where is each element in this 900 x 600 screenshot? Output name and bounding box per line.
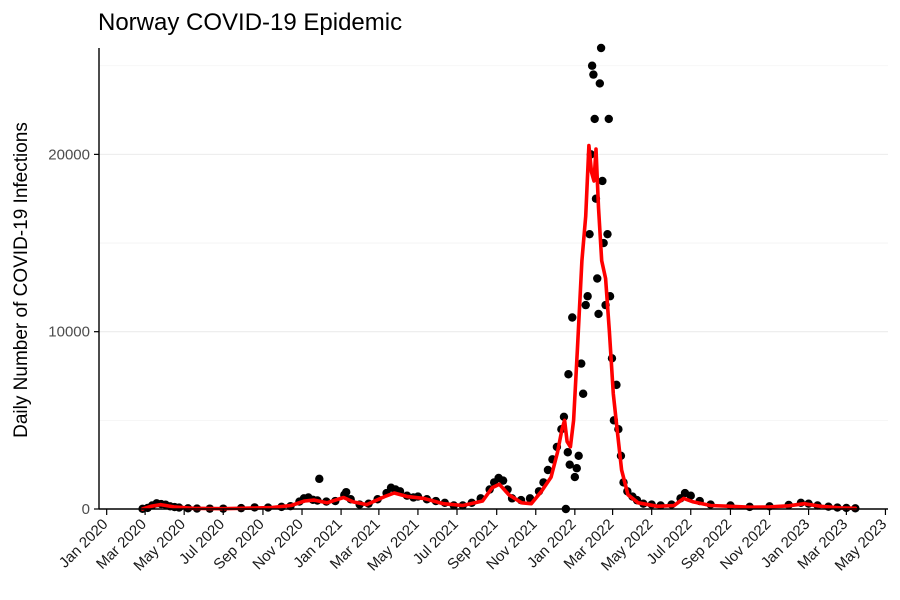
y-tick-label: 20000	[48, 146, 90, 163]
data-point	[543, 465, 553, 475]
data-point	[598, 176, 607, 186]
data-point	[596, 43, 606, 53]
data-point	[583, 292, 592, 301]
y-axis-label: Daily Number of COVID-19 Infections	[11, 122, 32, 438]
data-point	[595, 79, 605, 88]
data-point	[565, 460, 574, 469]
axes	[98, 48, 888, 510]
data-point	[593, 274, 602, 283]
data-point	[559, 412, 569, 421]
data-point	[686, 491, 695, 500]
data-point	[578, 389, 588, 398]
data-point	[574, 451, 583, 461]
data-point	[603, 229, 612, 239]
data-point	[594, 309, 603, 319]
data-point	[568, 313, 577, 322]
data-point	[604, 114, 613, 124]
data-point	[563, 448, 572, 457]
data-point	[498, 476, 508, 485]
data-point	[589, 70, 598, 79]
smooth-line	[140, 143, 858, 511]
y-tick-label: 10000	[48, 324, 90, 341]
data-point	[587, 61, 597, 70]
data-point	[564, 370, 573, 379]
data-point	[315, 474, 324, 484]
data-point	[342, 487, 351, 497]
data-point	[577, 359, 586, 368]
data-points	[138, 43, 860, 514]
chart-title: Norway COVID-19 Epidemic	[98, 9, 402, 36]
data-point	[585, 229, 594, 239]
data-point	[572, 464, 581, 473]
data-point	[590, 114, 599, 124]
data-point	[581, 300, 590, 310]
y-ticks: 0 10000 20000	[48, 146, 99, 518]
smooth-line-group	[140, 143, 858, 511]
y-tick-label: 0	[82, 501, 90, 518]
gridlines	[99, 65, 888, 510]
data-point	[570, 472, 580, 482]
